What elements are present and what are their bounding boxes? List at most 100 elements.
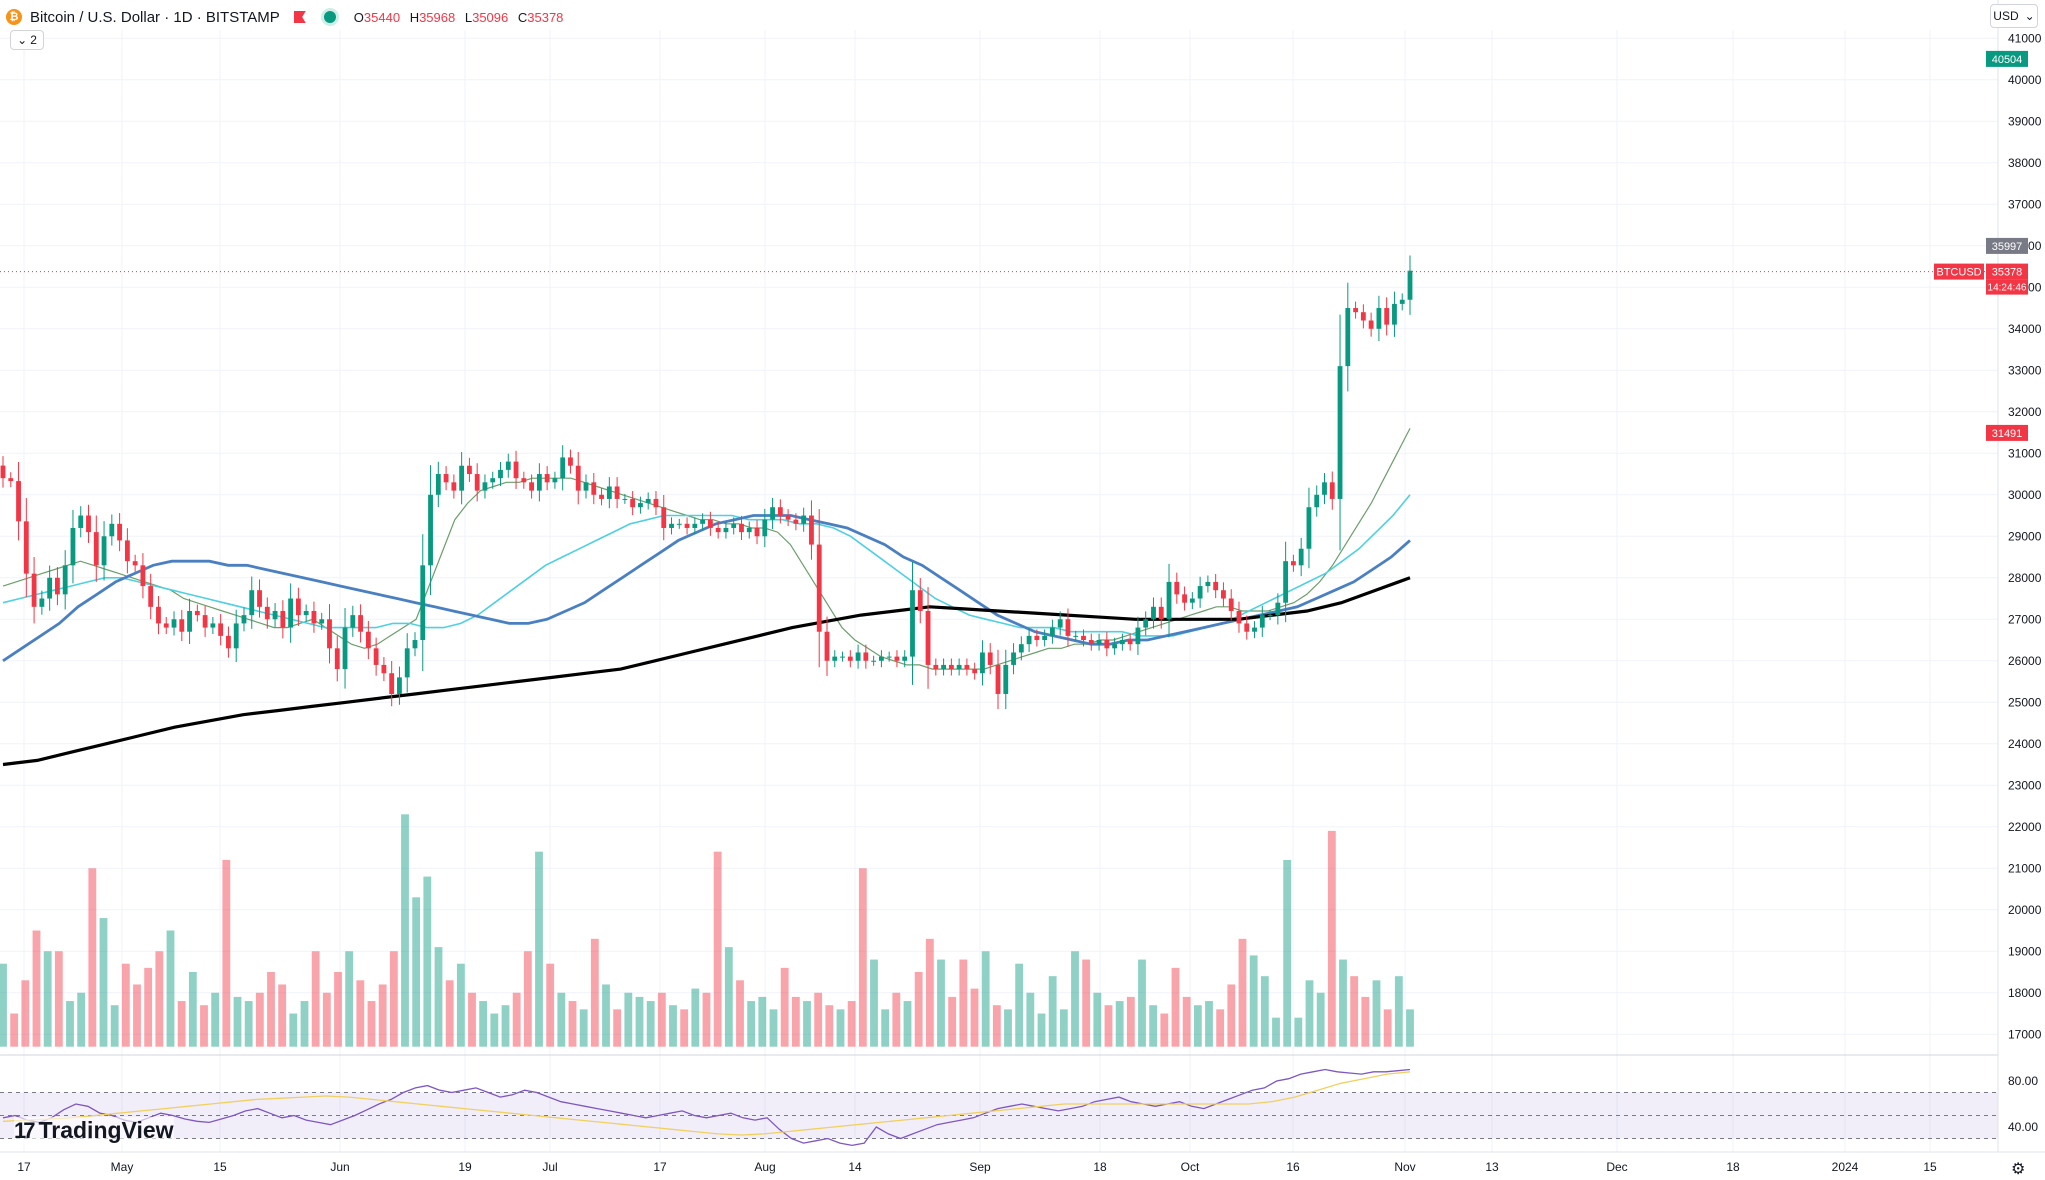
- candle-body: [1337, 366, 1343, 499]
- candle-body: [855, 652, 861, 661]
- symbol-title[interactable]: Bitcoin / U.S. Dollar · 1D · BITSTAMP: [30, 8, 280, 26]
- candle-body: [1205, 581, 1211, 587]
- volume-bar: [345, 951, 354, 1047]
- price-tick-label: 32000: [2008, 405, 2042, 419]
- volume-bar: [133, 984, 141, 1047]
- price-tick-label: 39000: [2008, 114, 2042, 128]
- candle-body: [334, 648, 340, 670]
- candle-body: [801, 515, 807, 524]
- candle-body: [847, 656, 853, 661]
- candle-body: [777, 507, 783, 516]
- volume-bar: [300, 1001, 309, 1047]
- indicators-toggle-button[interactable]: ⌄ 2: [10, 30, 44, 50]
- volume-bar: [657, 992, 666, 1047]
- volume-bar: [1406, 1009, 1414, 1047]
- candle-body: [980, 652, 985, 674]
- candle-body: [1026, 635, 1032, 645]
- price-axis[interactable]: 4100040000390003800037000360003500034000…: [1934, 0, 2045, 1160]
- ohlc-high-key: H: [409, 9, 420, 25]
- candle-body: [746, 527, 752, 533]
- volume-bar: [222, 859, 231, 1047]
- price-tick-label: 40000: [2008, 73, 2042, 87]
- volume-bar: [1205, 1001, 1213, 1047]
- candle-body: [840, 656, 845, 658]
- volume-bar: [211, 992, 220, 1047]
- time-tick-label: 19: [458, 1160, 472, 1174]
- candle-body: [350, 615, 356, 628]
- price-tick-label: 23000: [2008, 778, 2042, 792]
- candle-body: [1236, 610, 1242, 624]
- currency-select[interactable]: USD ⌄: [1990, 4, 2038, 28]
- volume-bar: [981, 951, 990, 1047]
- volume-bar: [1260, 976, 1269, 1047]
- candle-body: [1259, 615, 1265, 628]
- price-grid: [0, 30, 1998, 1152]
- candle-body: [280, 610, 286, 628]
- candle-body: [995, 664, 1001, 694]
- volume-bar: [959, 959, 968, 1047]
- volume-bar: [602, 984, 610, 1047]
- candle-body: [428, 494, 433, 566]
- volume-bar: [892, 992, 901, 1047]
- volume-bar: [378, 984, 387, 1047]
- volume-bar: [77, 992, 86, 1047]
- candle-body: [1003, 664, 1009, 694]
- symbol-label-tag: [1934, 263, 1984, 280]
- volume-bar: [1227, 984, 1236, 1047]
- candle-body: [739, 523, 744, 533]
- candle-body: [645, 498, 651, 504]
- volume-bar: [535, 851, 543, 1047]
- time-tick-label: 15: [1923, 1160, 1937, 1174]
- time-tick-label: 17: [17, 1160, 31, 1174]
- volume-bar: [747, 1001, 756, 1047]
- price-tick-label: 22000: [2008, 820, 2042, 834]
- candle-body: [878, 656, 884, 661]
- volume-bar: [568, 1001, 577, 1047]
- market-status-icon[interactable]: [323, 11, 336, 23]
- volume-bar: [613, 1009, 622, 1047]
- candle-body: [272, 610, 278, 620]
- candle-body: [956, 664, 962, 670]
- candle-body: [117, 523, 123, 541]
- time-tick-label: Sep: [969, 1160, 991, 1174]
- candle-body: [917, 590, 923, 611]
- gear-icon[interactable]: ⚙: [2011, 1161, 2026, 1178]
- volume-bar: [825, 1005, 834, 1047]
- candle-body: [661, 507, 667, 528]
- rsi-line: [2, 1068, 1411, 1147]
- volume-bar: [702, 992, 711, 1047]
- volume-bar: [54, 951, 63, 1047]
- volume-bar: [255, 992, 264, 1047]
- ohlc-low-key: L: [464, 9, 473, 25]
- candle-body: [389, 673, 395, 694]
- rsi-line: [2, 1071, 1411, 1136]
- flag-icon[interactable]: [293, 11, 306, 23]
- price-label-value: 35378: [1992, 267, 2023, 279]
- tradingview-logo[interactable]: 17 TradingView: [14, 1117, 174, 1144]
- candle-body: [55, 577, 60, 595]
- volume-bar: [1171, 967, 1180, 1047]
- candle-body: [412, 640, 418, 649]
- candle-body: [358, 615, 363, 632]
- volume-bar: [166, 930, 175, 1047]
- volume-bar: [334, 972, 342, 1047]
- chart-header: ₿ Bitcoin / U.S. Dollar · 1D · BITSTAMP …: [6, 6, 569, 28]
- candle-body: [536, 474, 542, 491]
- candle-body: [31, 573, 37, 607]
- candle-body: [1011, 652, 1016, 665]
- chevron-down-icon: ⌄: [2024, 9, 2035, 23]
- candle-body: [156, 606, 161, 624]
- candle-body: [816, 544, 822, 632]
- volume-bar: [110, 1005, 119, 1047]
- countdown-label: 14:24:46: [1988, 283, 2027, 294]
- candle-body: [793, 519, 799, 524]
- volume-bar: [468, 992, 476, 1047]
- time-tick-label: Dec: [1606, 1160, 1627, 1174]
- candle-body: [832, 656, 838, 661]
- candle-body: [365, 631, 371, 649]
- time-axis[interactable]: 17 May 15 Jun 19 Jul 17 Aug 14 Sep 18 Oct 16 Nov 13 Dec…: [0, 1151, 2045, 1180]
- volume-bar: [188, 972, 197, 1047]
- candle-body: [1081, 635, 1086, 641]
- candle-body: [1088, 640, 1094, 645]
